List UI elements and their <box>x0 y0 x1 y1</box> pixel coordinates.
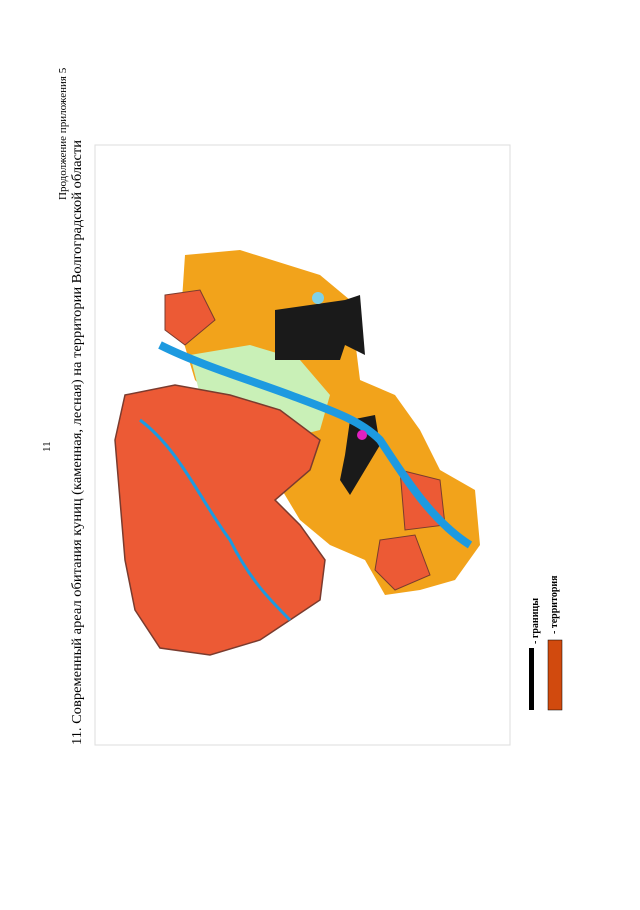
figure-title: 11. Современный ареал обитания куниц (ка… <box>70 139 85 745</box>
map-region-red <box>114 384 326 656</box>
legend: - границы - территория <box>529 575 563 711</box>
map-lake <box>312 292 324 304</box>
map-river-tributary <box>139 418 292 622</box>
legend-swatch-territory <box>547 639 563 711</box>
legend-label: - территория <box>549 575 560 634</box>
page-number: 11 <box>41 441 53 452</box>
map-figure <box>94 144 511 746</box>
map-region-black <box>275 295 365 360</box>
map-river <box>158 341 473 549</box>
map-urban <box>357 430 367 440</box>
legend-label: - границы <box>530 598 541 644</box>
legend-swatch-borders <box>529 648 534 710</box>
appendix-note: Продолжение приложения 5 <box>57 67 69 200</box>
